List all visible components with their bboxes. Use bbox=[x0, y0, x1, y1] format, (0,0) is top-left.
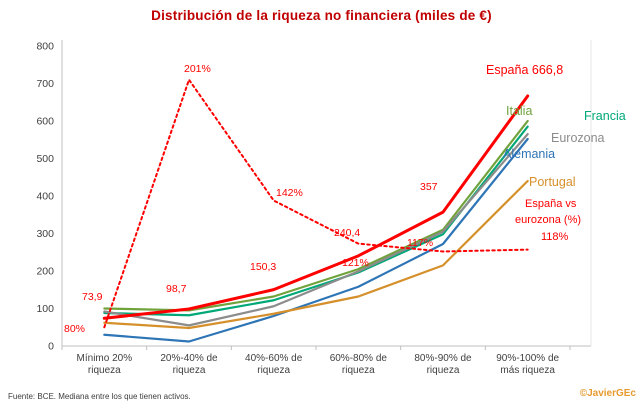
series-label-portugal: Portugal bbox=[529, 175, 576, 189]
data-label-espana-0: 73,9 bbox=[82, 291, 103, 303]
data-label-espana-1: 98,7 bbox=[166, 283, 187, 295]
x-category-label: 20%-40% de riqueza bbox=[160, 353, 218, 376]
series-line-espana-vs-eurozona bbox=[103, 78, 529, 329]
author-credit: ©JavierGEc bbox=[579, 388, 636, 399]
x-category-label: 60%-80% de riqueza bbox=[330, 353, 388, 376]
chart-title: Distribución de la riqueza no financiera… bbox=[151, 8, 492, 23]
pct-label-0: 80% bbox=[64, 323, 86, 335]
y-tick-label: 800 bbox=[36, 41, 54, 53]
series-label-espana-vs-eurozona-line2: eurozona (%) bbox=[515, 214, 582, 226]
data-label-espana-3: 240,4 bbox=[334, 227, 361, 239]
y-tick-label: 100 bbox=[36, 303, 54, 315]
series-line-alemania bbox=[103, 137, 529, 343]
x-category-label: 80%-90% de riqueza bbox=[414, 353, 472, 376]
y-tick-label: 300 bbox=[36, 228, 54, 240]
x-category-label: 90%-100% de más riqueza bbox=[496, 353, 559, 376]
pct-label-4: 117% bbox=[407, 237, 434, 249]
series-line-espana bbox=[102, 94, 530, 320]
series-label-espana-vs-eurozona-line1: España vs bbox=[525, 198, 577, 210]
series-label-espana: España 666,8 bbox=[486, 63, 564, 77]
series-label-eurozona: Eurozona bbox=[551, 131, 605, 145]
pct-label-5: 118% bbox=[541, 231, 569, 243]
x-category-label: 40%-60% de riqueza bbox=[245, 353, 303, 376]
y-tick-label: 400 bbox=[36, 191, 54, 203]
data-label-espana-2: 150,3 bbox=[250, 261, 277, 273]
series-label-francia: Francia bbox=[584, 109, 626, 123]
y-tick-label: 200 bbox=[36, 266, 54, 278]
y-tick-label: 700 bbox=[36, 78, 54, 90]
data-label-espana-4: 357 bbox=[420, 181, 438, 193]
pct-label-1: 201% bbox=[184, 63, 211, 75]
pct-label-2: 142% bbox=[276, 187, 303, 199]
x-category-label: Mínimo 20% riqueza bbox=[77, 353, 133, 376]
y-tick-label: 600 bbox=[36, 116, 54, 128]
series-line-eurozona bbox=[103, 133, 529, 327]
y-tick-label: 500 bbox=[36, 153, 54, 165]
series-line-italia bbox=[103, 119, 529, 312]
series-label-alemania: Alemania bbox=[503, 147, 556, 161]
source-note: Fuente: BCE. Mediana entre los que tiene… bbox=[8, 392, 191, 401]
y-tick-label: 0 bbox=[48, 341, 54, 353]
series-label-italia: Italia bbox=[506, 104, 533, 118]
pct-label-3: 121% bbox=[342, 257, 369, 269]
